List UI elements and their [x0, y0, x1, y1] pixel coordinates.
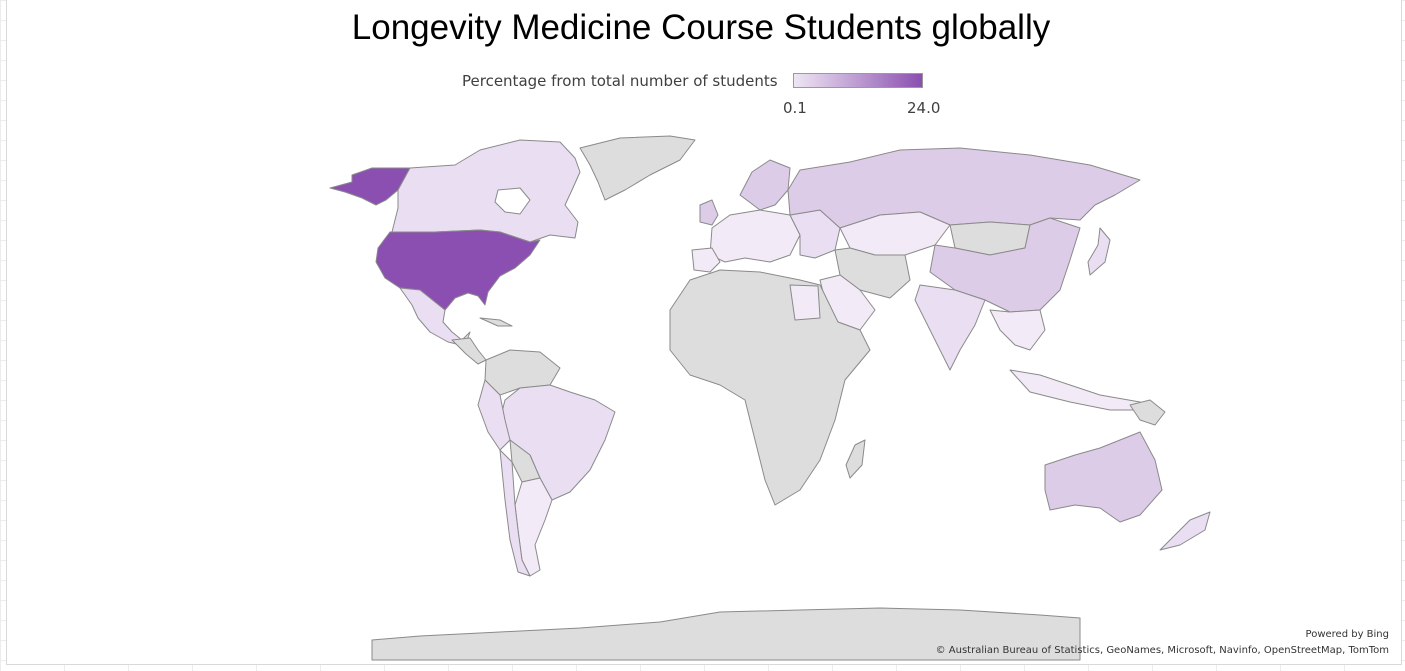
legend-label: Percentage from total number of students	[462, 72, 778, 90]
region-africa[interactable]	[669, 269, 871, 506]
region-india[interactable]	[914, 284, 986, 371]
region-southeast-asia[interactable]	[989, 309, 1046, 351]
region-cuba[interactable]	[479, 317, 513, 327]
region-papua-new-guinea[interactable]	[1129, 399, 1166, 426]
legend-color-scale	[793, 73, 923, 88]
region-egypt[interactable]	[789, 284, 821, 321]
region-alaska[interactable]	[329, 167, 411, 206]
region-japan[interactable]	[1087, 227, 1111, 276]
legend-max-value: 24.0	[907, 99, 941, 117]
region-canada[interactable]	[391, 139, 581, 243]
map-attribution[interactable]: © Australian Bureau of Statistics, GeoNa…	[935, 645, 1389, 656]
legend-min-value: 0.1	[783, 99, 807, 117]
region-indonesia[interactable]	[1009, 369, 1151, 411]
powered-by-credit: Powered by Bing	[1305, 629, 1389, 640]
region-central-america[interactable]	[451, 337, 487, 365]
region-brazil[interactable]	[499, 384, 616, 501]
region-hudson-bay	[494, 187, 531, 215]
region-chile[interactable]	[499, 449, 531, 577]
region-new-zealand[interactable]	[1159, 511, 1211, 551]
region-madagascar[interactable]	[845, 439, 866, 479]
region-iberia[interactable]	[691, 247, 721, 273]
region-uk-ireland[interactable]	[699, 199, 719, 226]
region-usa[interactable]	[375, 229, 541, 311]
map-title: Longevity Medicine Course Students globa…	[351, 8, 1051, 47]
region-scandinavia[interactable]	[739, 159, 791, 211]
region-mexico[interactable]	[399, 287, 471, 347]
region-australia[interactable]	[1044, 431, 1163, 523]
region-russia[interactable]	[787, 147, 1141, 229]
region-antarctica[interactable]	[371, 607, 1081, 661]
region-greenland[interactable]	[579, 135, 696, 201]
region-western-europe[interactable]	[709, 209, 801, 263]
region-peru-ecuador[interactable]	[477, 379, 511, 451]
